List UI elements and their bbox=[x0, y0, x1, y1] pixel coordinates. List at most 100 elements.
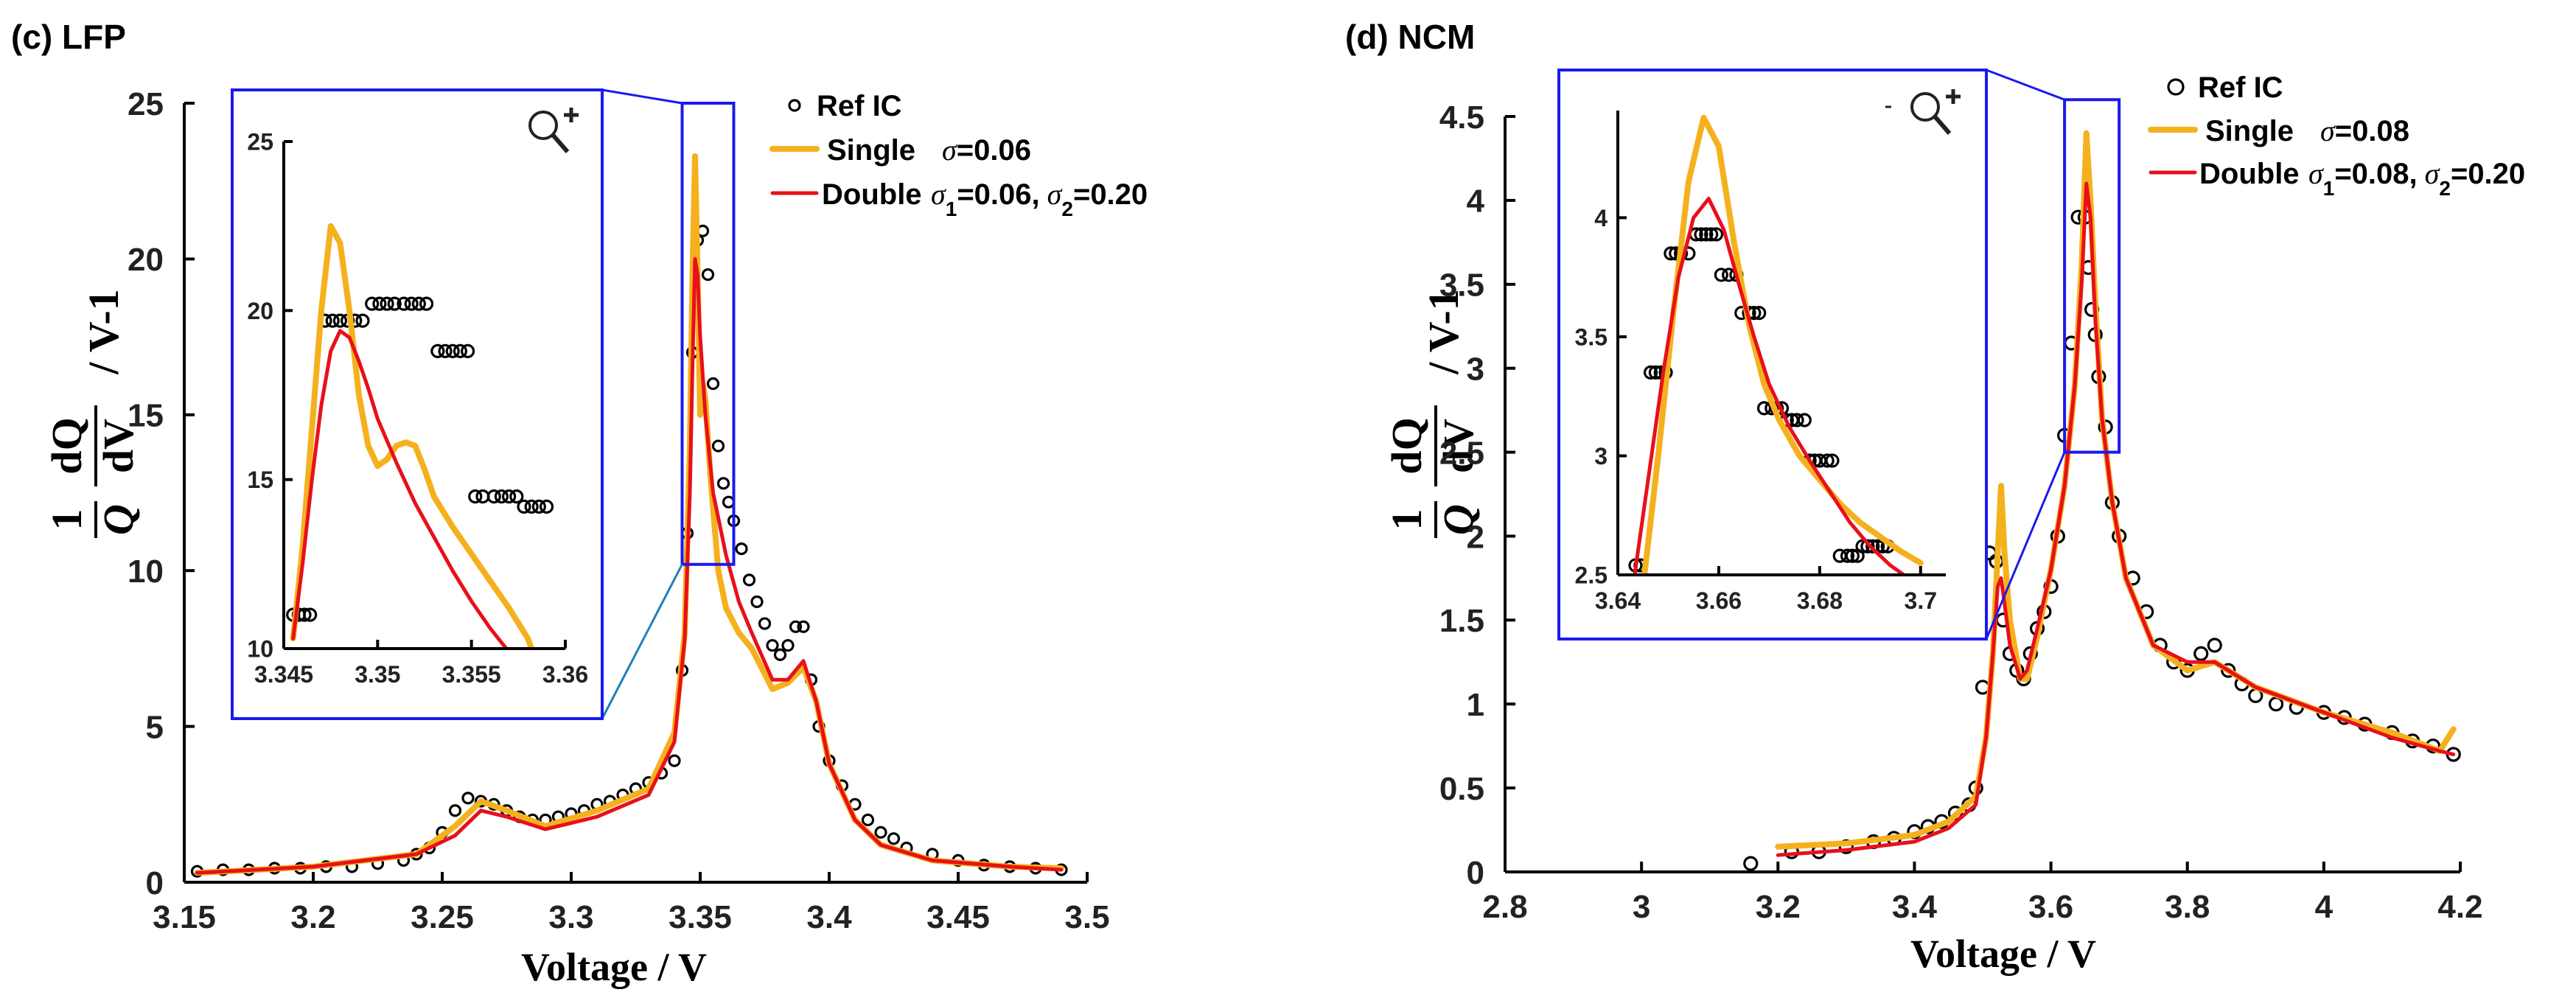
ncm-legend-double-sigma: σ1=0.08, σ2=0.20 bbox=[2308, 157, 2525, 200]
ncm-inset-ref-ic-point bbox=[1708, 227, 1724, 242]
ncm-y-tick-label: 4.5 bbox=[1439, 100, 1484, 136]
lfp-ref-ic-point bbox=[706, 377, 720, 391]
lfp-zoom-connector-top bbox=[601, 88, 683, 105]
lfp-legend-double-label: Double bbox=[822, 178, 922, 211]
lfp-ref-ic-point bbox=[735, 542, 748, 556]
lfp-ref-ic-point bbox=[742, 573, 756, 587]
ncm-x-tick-label: 3 bbox=[1633, 889, 1650, 925]
ncm-inset: 3.64 3.66 3.68 3.7 2.5 3 3.5 4 bbox=[1557, 69, 1988, 640]
ncm-inset-ref-ic-point bbox=[1694, 227, 1708, 242]
ncm-inset-frame bbox=[1557, 69, 1988, 640]
ncm-x-tick-label: 3.2 bbox=[1756, 889, 1801, 925]
lfp-x-tick-label: 3.3 bbox=[548, 899, 593, 935]
lfp-ylabel-one: 1 bbox=[43, 509, 91, 531]
ncm-inset-ref-ic-point bbox=[1790, 413, 1804, 427]
lfp-legend-ref-label: Ref IC bbox=[817, 90, 902, 122]
zoom-in-icon bbox=[528, 108, 579, 153]
lfp-inset-y-tick-label: 20 bbox=[247, 298, 273, 324]
lfp-ref-ic-point bbox=[887, 832, 901, 845]
ncm-y-tick-label: 0.5 bbox=[1439, 771, 1484, 807]
ncm-x-axis-label: Voltage / V bbox=[1910, 932, 2096, 976]
lfp-x-tick-label: 3.4 bbox=[806, 899, 852, 935]
lfp-inset-ref-ic-point bbox=[453, 343, 467, 358]
ncm-y-tick-label: 3 bbox=[1467, 352, 1484, 388]
lfp-ylabel-dv: dV bbox=[94, 419, 142, 473]
lfp-ref-ic-point bbox=[448, 804, 462, 817]
ncm-x-tick-label: 4 bbox=[2315, 889, 2334, 925]
ncm-ref-ic-point bbox=[2207, 638, 2222, 653]
lfp-inset-ref-ic-point bbox=[517, 499, 531, 514]
lfp-inset-ref-ic-point bbox=[387, 296, 402, 311]
lfp-y-tick-label: 0 bbox=[146, 865, 164, 901]
lfp-legend: Ref IC Single σ=0.06 Double σ1=0.06, σ2=0… bbox=[769, 90, 1148, 220]
lfp-inset-plot bbox=[286, 223, 554, 649]
ncm-zoom-box bbox=[2063, 98, 2121, 454]
lfp-inset-y-tick-label: 25 bbox=[247, 129, 273, 156]
ncm-inset-ref-ic-point bbox=[1664, 246, 1678, 261]
lfp-inset-ref-ic-point bbox=[486, 489, 501, 504]
lfp-inset-ref-ic-point bbox=[524, 499, 539, 514]
lfp-ref-ic-point bbox=[701, 268, 715, 282]
ncm-ylabel-q: Q bbox=[1434, 504, 1482, 535]
ncm-ref-ic-point bbox=[2268, 696, 2284, 712]
lfp-x-tick-label: 3.45 bbox=[926, 899, 990, 935]
ncm-zoom-region bbox=[1985, 69, 2121, 640]
lfp-zoom-region bbox=[601, 88, 736, 719]
lfp-inset-x-tick-label: 3.35 bbox=[355, 661, 400, 688]
lfp-legend-single-sigma: σ=0.06 bbox=[942, 133, 1031, 167]
lfp-ref-ic-point bbox=[668, 754, 681, 767]
ncm-ylabel-dv: dV bbox=[1434, 419, 1482, 473]
lfp-zoom-box bbox=[680, 102, 736, 566]
lfp-double-curve bbox=[195, 256, 1064, 875]
ncm-y-tick-label: 2.5 bbox=[1439, 435, 1484, 471]
lfp-inset-ref-ic-point bbox=[325, 313, 340, 328]
ncm-x-tick-label: 4.2 bbox=[2437, 889, 2482, 925]
lfp-legend-ref-marker bbox=[788, 99, 801, 112]
lfp-x-tick-label: 3.15 bbox=[153, 899, 216, 935]
ncm-inset-ref-ic-point bbox=[1699, 227, 1714, 242]
ncm-legend: Ref IC Single σ=0.08 Double σ1=0.08, σ2=0… bbox=[2148, 71, 2525, 200]
ncm-inset-x-tick-label: 3.66 bbox=[1696, 587, 1742, 614]
lfp-y-tick-label: 25 bbox=[128, 86, 164, 122]
lfp-inset: 3.345 3.35 3.355 3.36 10 15 20 25 bbox=[231, 88, 604, 720]
lfp-x-tick-label: 3.25 bbox=[411, 899, 474, 935]
ncm-inset-x-tick-label: 3.64 bbox=[1595, 587, 1641, 614]
lfp-inset-ref-ic-point bbox=[355, 313, 370, 328]
ncm-inset-ref-ic-point bbox=[1797, 413, 1812, 427]
ncm-y-tick-label: 2 bbox=[1467, 519, 1484, 555]
lfp-inset-ref-ic-point bbox=[438, 343, 453, 358]
ncm-y-tick-label: 1 bbox=[1467, 687, 1484, 723]
lfp-ref-ic-point bbox=[711, 439, 725, 453]
ncm-inset-plot bbox=[1628, 114, 1924, 575]
ncm-inset-ref-ic-point bbox=[1820, 453, 1835, 468]
lfp-ref-ic-point bbox=[722, 495, 736, 509]
ncm-inset-x-tick-label: 3.7 bbox=[1905, 587, 1937, 614]
lfp-inset-ref-ic-point bbox=[468, 489, 483, 504]
lfp-ref-ic-point bbox=[781, 639, 795, 652]
ncm-axes: 2.8 3 3.2 3.4 3.6 3.8 4 4.2 0 0.5 1 1.5 2 2.5 3 3.5 4 4.5 bbox=[1439, 100, 2483, 925]
lfp-ylabel-unit: / V-1 bbox=[80, 289, 128, 374]
ncm-ref-ic-point bbox=[1743, 856, 1759, 871]
ncm-y-tick-label: 4 bbox=[1467, 184, 1485, 220]
ncm-inset-ref-ic-point bbox=[1643, 365, 1658, 380]
ncm-inset-ref-ic-point bbox=[1704, 227, 1719, 242]
lfp-x-tick-label: 3.2 bbox=[290, 899, 335, 935]
ncm-y-tick-label: 1.5 bbox=[1439, 603, 1484, 639]
ncm-inset-y-tick-label: 4 bbox=[1594, 205, 1608, 231]
lfp-zoom-connector-bottom bbox=[601, 564, 683, 719]
lfp-inset-ref-ic-point bbox=[445, 343, 460, 358]
ncm-double-curve bbox=[1776, 181, 2456, 857]
lfp-inset-ref-ic-point bbox=[380, 296, 394, 311]
ncm-legend-double-label: Double bbox=[2199, 158, 2300, 190]
lfp-inset-x-tick-label: 3.355 bbox=[442, 661, 501, 688]
lfp-panel: (c) LFP 1 Q dQ dV / V-1 3.15 3.2 3.25 3.3 3.… bbox=[11, 18, 1148, 989]
lfp-inset-ref-ic-point bbox=[365, 296, 380, 311]
lfp-inset-ref-ic-point bbox=[430, 343, 445, 358]
ncm-ylabel-dq: dQ bbox=[1383, 417, 1431, 474]
lfp-inset-ref-ic-point bbox=[501, 489, 517, 504]
ncm-zoom-connector-bottom bbox=[1985, 451, 2066, 640]
lfp-ylabel-dq: dQ bbox=[43, 417, 91, 474]
lfp-inset-ref-ic-point bbox=[411, 296, 426, 311]
ncm-legend-ref-marker bbox=[2167, 78, 2185, 96]
ncm-inset-ref-ic-point bbox=[1825, 453, 1840, 468]
